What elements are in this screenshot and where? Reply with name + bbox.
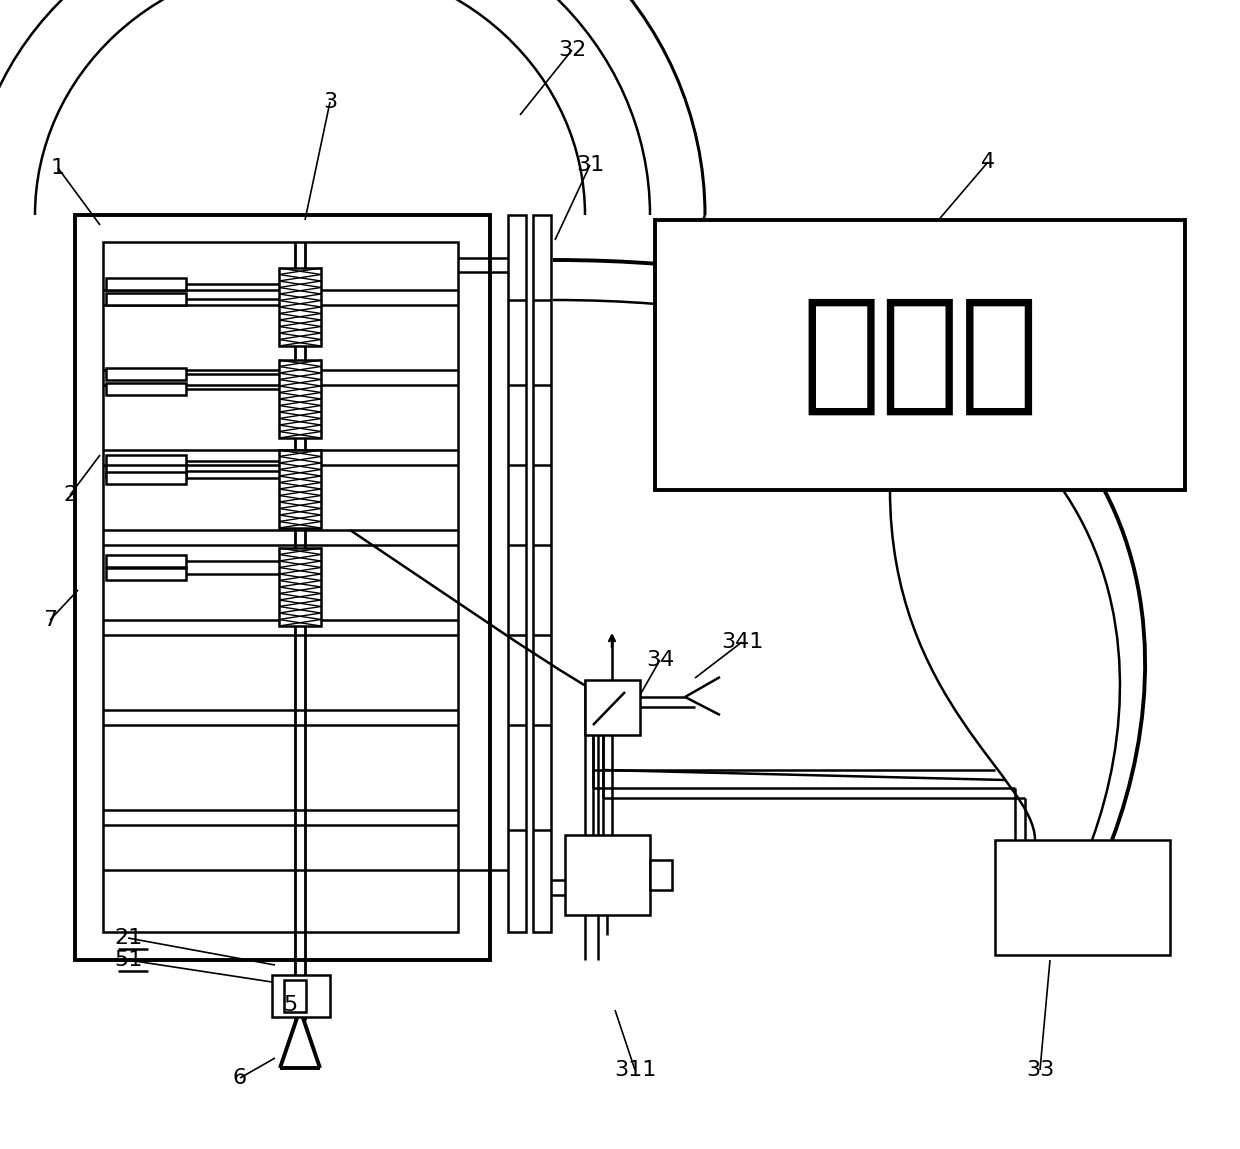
Bar [565, 835, 650, 915]
Text: 51: 51 [114, 950, 143, 970]
Bar [272, 976, 330, 1017]
Bar [105, 293, 186, 304]
Bar [105, 472, 186, 484]
Bar [279, 360, 321, 438]
Bar [585, 680, 640, 735]
Text: 32: 32 [558, 40, 587, 60]
Bar [105, 555, 186, 566]
Bar [105, 278, 186, 290]
Text: 311: 311 [614, 1061, 656, 1080]
Text: 3: 3 [322, 92, 337, 111]
Text: 控制器: 控制器 [801, 292, 1039, 418]
Bar [508, 215, 526, 932]
Text: 31: 31 [575, 155, 604, 175]
Text: 6: 6 [233, 1069, 247, 1088]
Bar [105, 465, 186, 477]
Bar [650, 859, 672, 890]
Text: 21: 21 [114, 928, 143, 948]
Text: 7: 7 [43, 610, 57, 630]
Text: 5: 5 [283, 995, 298, 1015]
Bar [994, 840, 1171, 955]
Bar [533, 215, 551, 932]
Bar [279, 450, 321, 529]
Bar [279, 548, 321, 626]
Text: 1: 1 [51, 159, 64, 178]
Bar [655, 219, 1185, 489]
Text: 33: 33 [1025, 1061, 1054, 1080]
Bar [279, 268, 321, 346]
Bar [279, 360, 321, 438]
Bar [105, 455, 186, 466]
Bar [284, 980, 306, 1012]
Text: 34: 34 [646, 650, 675, 670]
Bar [279, 268, 321, 346]
Text: 2: 2 [63, 485, 77, 506]
Bar [103, 242, 458, 932]
Bar [74, 215, 490, 961]
Bar [105, 568, 186, 580]
Text: 341: 341 [720, 632, 763, 651]
Bar [279, 450, 321, 529]
Bar [105, 383, 186, 395]
Bar [105, 368, 186, 380]
Text: 4: 4 [981, 152, 994, 172]
Bar [279, 548, 321, 626]
